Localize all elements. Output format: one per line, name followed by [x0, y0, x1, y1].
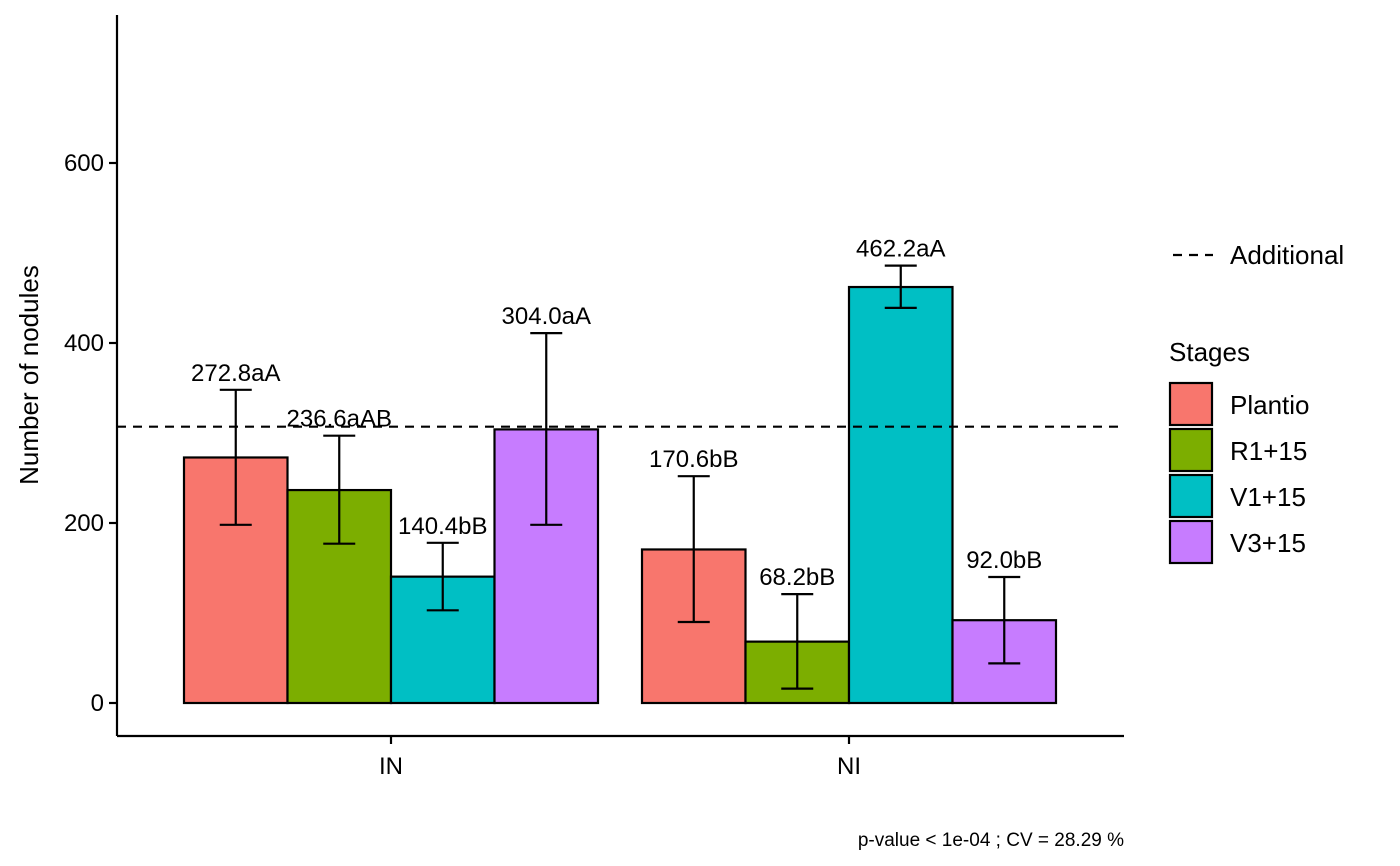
y-tick-label: 400: [64, 330, 104, 357]
bar: [389, 575, 496, 705]
data-label: 272.8aA: [191, 360, 280, 387]
y-axis-title: Number of nodules: [14, 265, 44, 485]
plot-area: 272.8aA 170.6bB 236.6aAB 68.2bB 140.4bB 462.2…: [117, 236, 1124, 705]
data-label: 236.6aAB: [287, 406, 392, 433]
bar: [847, 285, 954, 705]
error-bar: [530, 332, 563, 526]
data-label: 304.0aA: [502, 303, 591, 330]
legend-label: R1+15: [1230, 436, 1307, 466]
caption-text: p-value < 1e-04 ; CV = 28.29 %: [858, 830, 1124, 851]
axes: 0 200 400 600 IN NI: [64, 15, 1124, 780]
legend-label: Plantio: [1230, 390, 1310, 420]
data-label: 68.2bB: [759, 564, 835, 591]
error-bar: [781, 592, 814, 690]
legend-swatch: [1168, 473, 1214, 519]
error-bar: [988, 575, 1021, 665]
legend-swatch: [1168, 381, 1214, 427]
legend-label: V3+15: [1230, 528, 1306, 558]
error-bar: [323, 434, 356, 545]
error-bar: [677, 475, 710, 624]
data-label: 140.4bB: [398, 513, 487, 540]
error-bar: [884, 264, 917, 309]
x-tick-label: IN: [379, 753, 403, 780]
error-bar: [426, 541, 459, 612]
legend-title: Stages: [1169, 337, 1250, 367]
y-tick-label: 200: [64, 510, 104, 537]
data-label: 462.2aA: [856, 236, 945, 263]
legend: Additional Stages Plantio R1+15 V1+15 V3+15: [1168, 240, 1344, 565]
data-label: 170.6bB: [649, 446, 738, 473]
y-tick-label: 0: [91, 690, 104, 717]
error-bar: [219, 388, 252, 526]
y-tick-label: 600: [64, 150, 104, 177]
legend-swatch: [1168, 427, 1214, 473]
legend-label: V1+15: [1230, 482, 1306, 512]
legend-line-label: Additional: [1230, 240, 1344, 270]
data-label: 92.0bB: [966, 547, 1042, 574]
x-tick-label: NI: [837, 753, 861, 780]
legend-swatch: [1168, 519, 1214, 565]
